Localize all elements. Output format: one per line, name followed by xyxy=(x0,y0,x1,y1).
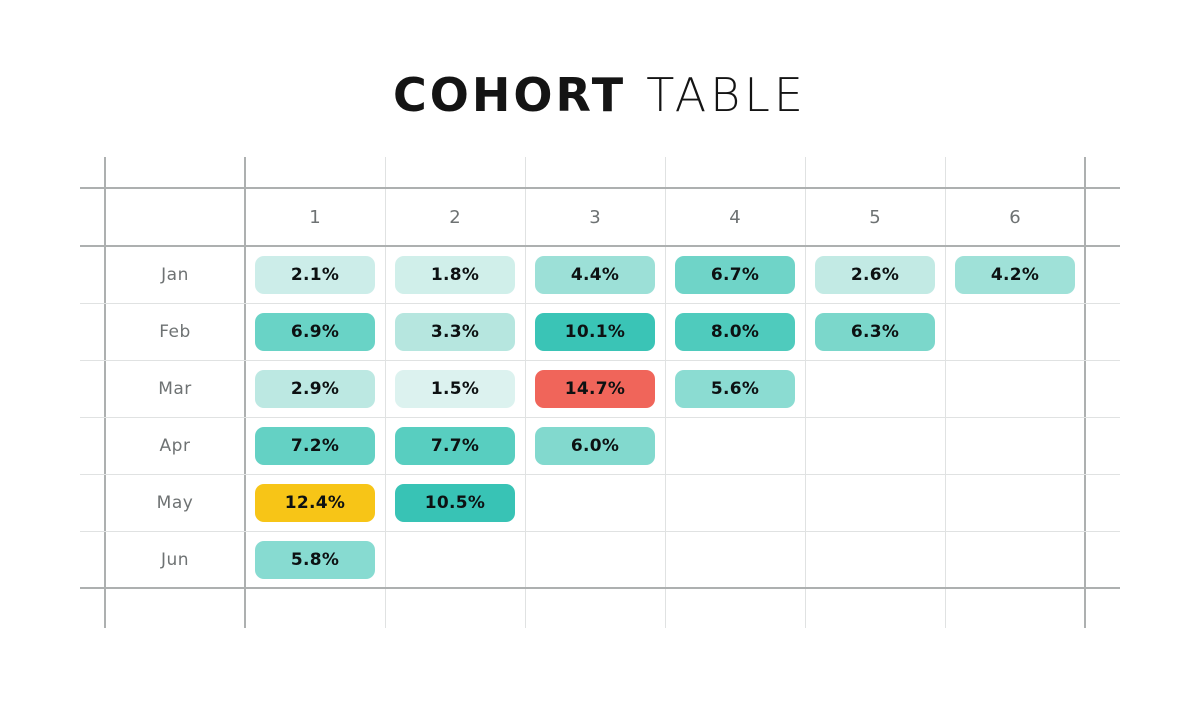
cohort-cell-jan-4: 6.7% xyxy=(675,255,795,294)
cohort-cell-mar-3: 14.7% xyxy=(535,369,655,408)
cohort-cell-feb-2: 3.3% xyxy=(395,312,515,351)
cohort-cell-jan-3: 4.4% xyxy=(535,255,655,294)
row-label-apr: Apr xyxy=(159,435,191,456)
column-header-5: 5 xyxy=(869,206,881,228)
cohort-cell-apr-2: 7.7% xyxy=(395,426,515,465)
row-label-feb: Feb xyxy=(159,321,191,342)
cohort-cell-feb-5: 6.3% xyxy=(815,312,935,351)
cohort-cell-mar-4: 5.6% xyxy=(675,369,795,408)
cohort-cell-may-2: 10.5% xyxy=(395,483,515,522)
column-header-2: 2 xyxy=(449,206,461,228)
page-title: COHORT TABLE xyxy=(0,68,1200,122)
column-header-4: 4 xyxy=(729,206,741,228)
row-label-jan: Jan xyxy=(161,264,189,285)
page-title-word-light: TABLE xyxy=(646,68,807,122)
cohort-cell-jan-1: 2.1% xyxy=(255,255,375,294)
cohort-cell-jan-6: 4.2% xyxy=(955,255,1075,294)
column-header-3: 3 xyxy=(589,206,601,228)
cohort-cell-mar-1: 2.9% xyxy=(255,369,375,408)
row-label-jun: Jun xyxy=(160,549,190,570)
cohort-cell-jan-2: 1.8% xyxy=(395,255,515,294)
cohort-cell-mar-2: 1.5% xyxy=(395,369,515,408)
column-header-6: 6 xyxy=(1009,206,1021,228)
column-header-1: 1 xyxy=(309,206,321,228)
cohort-cell-apr-1: 7.2% xyxy=(255,426,375,465)
page-title-word-bold: COHORT xyxy=(392,68,627,122)
cohort-cell-may-1: 12.4% xyxy=(255,483,375,522)
cohort-cell-feb-3: 10.1% xyxy=(535,312,655,351)
cohort-cell-feb-4: 8.0% xyxy=(675,312,795,351)
cohort-cell-jan-5: 2.6% xyxy=(815,255,935,294)
cohort-cell-feb-1: 6.9% xyxy=(255,312,375,351)
cohort-cell-jun-1: 5.8% xyxy=(255,540,375,579)
row-label-may: May xyxy=(156,492,194,513)
cohort-cell-apr-3: 6.0% xyxy=(535,426,655,465)
row-label-mar: Mar xyxy=(158,378,192,399)
